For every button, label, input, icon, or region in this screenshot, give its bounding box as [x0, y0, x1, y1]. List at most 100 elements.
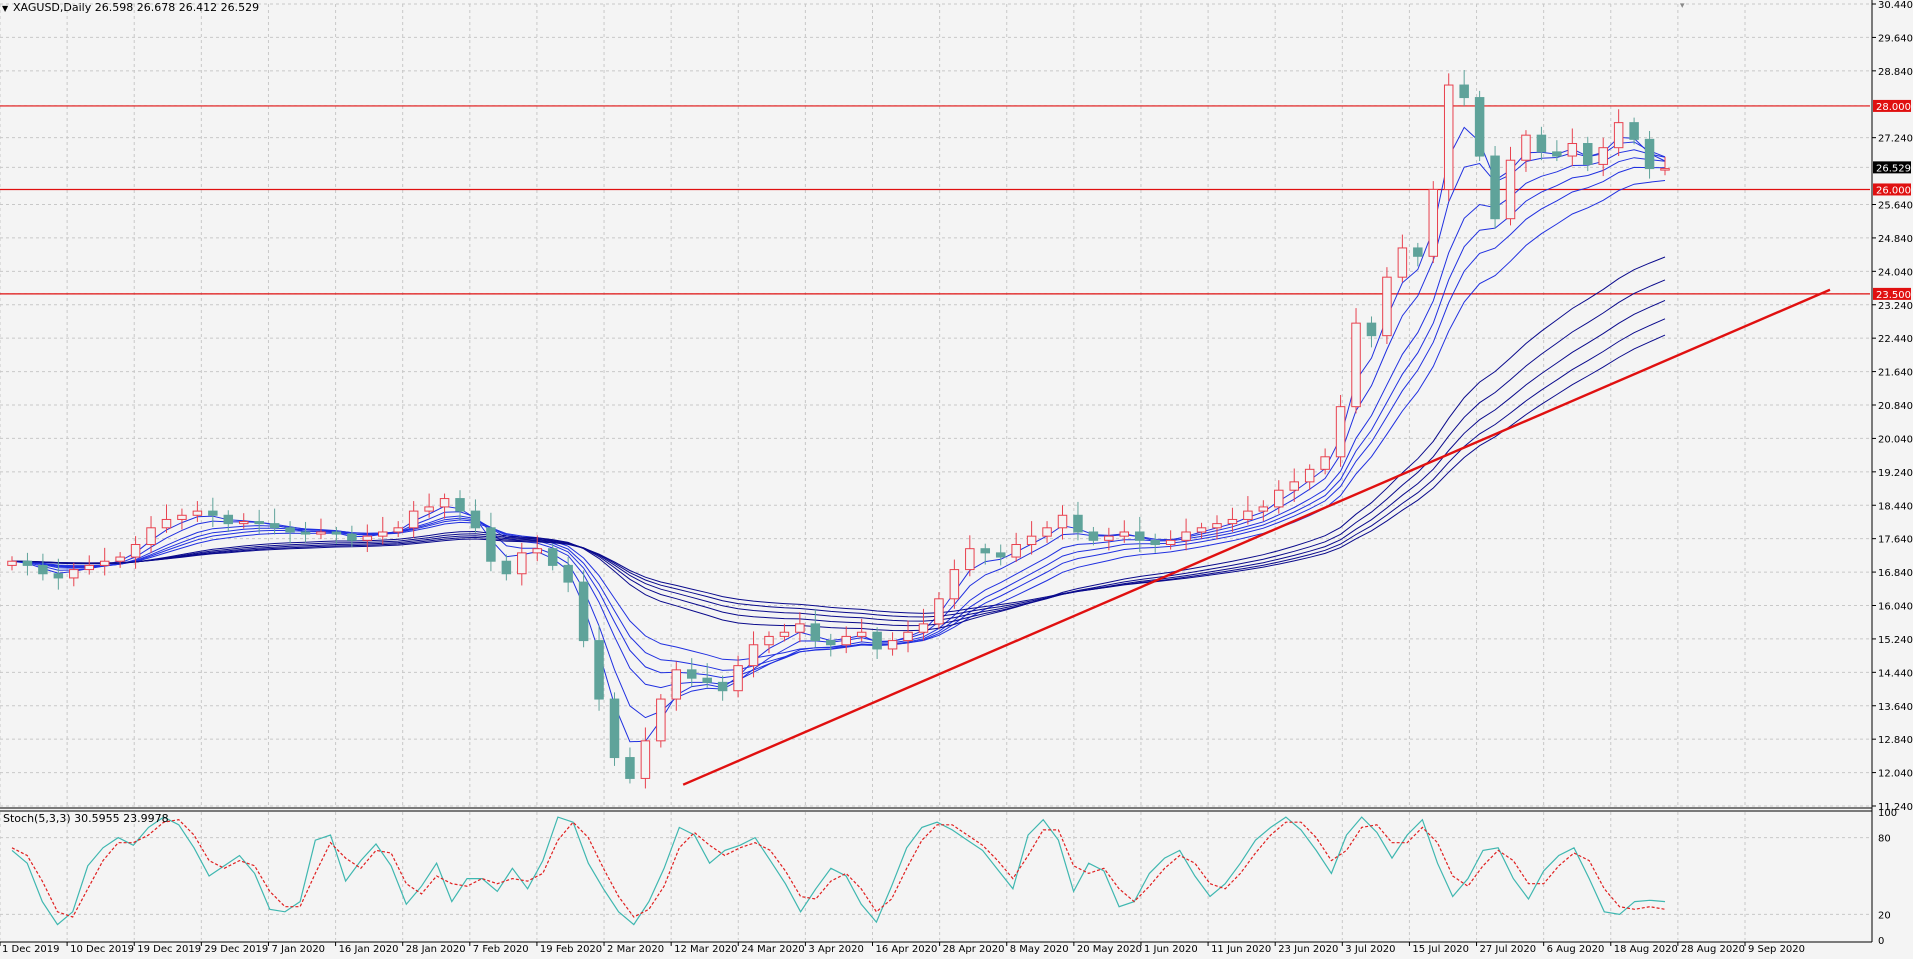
horizontal-levels[interactable] — [0, 105, 1870, 295]
candle-body — [872, 631, 882, 650]
candle-body — [609, 698, 620, 759]
candle-body — [1320, 456, 1330, 470]
candle-body — [238, 521, 249, 525]
candle-body — [130, 544, 141, 558]
candle-body — [254, 521, 264, 525]
candle-body — [1274, 489, 1284, 508]
candle-body — [764, 635, 774, 646]
ma-line — [11, 256, 1666, 632]
candle-body — [1629, 122, 1639, 140]
candle-body — [378, 531, 388, 537]
date-axis-ticks: 1 Dec 2019 10 Dec 2019 19 Dec 2019 29 Dec 2… — [0, 942, 1805, 955]
candle-body — [347, 533, 357, 541]
date-tick-label: 10 Dec 2019 — [70, 944, 134, 955]
candle-body — [1212, 523, 1222, 529]
level-tag — [1873, 99, 1911, 112]
candle-body — [53, 573, 64, 579]
candle-body — [408, 510, 419, 529]
price-axis-ticks: 30.440 29.640 28.840 27.240 25.640 24.840 24.0… — [1872, 0, 1913, 813]
candle-body — [1459, 84, 1469, 99]
date-tick-label: 3 Apr 2020 — [808, 944, 863, 955]
date-tick-label: 2 Mar 2020 — [607, 944, 664, 955]
candle-body — [115, 556, 125, 562]
candle-body — [1073, 514, 1083, 533]
stoch-signal-line — [11, 819, 1666, 918]
ma-line — [11, 279, 1666, 627]
candle-body — [918, 623, 929, 633]
price-tick-label: 24.040 — [1878, 267, 1913, 278]
stoch-tick-label: 0 — [1878, 936, 1884, 947]
date-tick-label: 24 Mar 2020 — [741, 944, 804, 955]
date-tick-label: 19 Dec 2019 — [137, 944, 201, 955]
last-price-tag: 26.529 — [1873, 161, 1911, 174]
candle-body — [995, 552, 1006, 558]
price-tick-label: 12.840 — [1878, 735, 1913, 746]
scroll-marker-icon: ▾ — [1680, 1, 1685, 11]
candle-body — [1150, 539, 1160, 546]
candle-body — [1613, 122, 1624, 149]
date-tick-label: 16 Jan 2020 — [339, 944, 399, 955]
candle-body — [1443, 84, 1454, 190]
candle-body — [1598, 147, 1608, 165]
candle-body — [949, 569, 960, 600]
candle-body — [795, 623, 805, 633]
candle-body — [208, 510, 218, 516]
ma-line — [11, 149, 1666, 689]
candle-body — [779, 631, 790, 637]
price-tick-label: 15.240 — [1878, 635, 1913, 646]
stoch-lines — [11, 816, 1666, 926]
candle-body — [1474, 97, 1485, 157]
price-tick-label: 17.640 — [1878, 535, 1913, 546]
candle-body — [1366, 322, 1377, 337]
price-tick-label: 16.840 — [1878, 568, 1913, 579]
candle-body — [903, 631, 913, 642]
stoch-header: Stoch(5,3,3) 30.5955 23.9978 — [3, 812, 169, 825]
date-tick-label: 9 Sep 2020 — [1748, 944, 1805, 955]
last-price-text: 26.529 — [1876, 163, 1911, 174]
candle-body — [501, 560, 512, 575]
price-tick-label: 22.440 — [1878, 334, 1913, 345]
ma-line — [11, 141, 1666, 719]
last-price-box — [1873, 161, 1911, 174]
candle-body — [1428, 188, 1439, 257]
price-tick-label: 23.240 — [1878, 301, 1913, 312]
price-tick-label: 27.240 — [1878, 134, 1913, 145]
candle-body — [1165, 539, 1176, 546]
date-tick-label: 7 Jan 2020 — [271, 944, 325, 955]
candle-body — [1227, 518, 1238, 525]
candle-body — [69, 569, 79, 579]
date-tick-label: 29 Dec 2019 — [204, 944, 268, 955]
candle-body — [1026, 535, 1037, 546]
candle-body — [1351, 322, 1361, 408]
level-tag — [1873, 287, 1911, 300]
date-tick-label: 8 May 2020 — [1010, 944, 1069, 955]
candle-body — [640, 740, 651, 779]
candle-body — [887, 640, 898, 650]
ma-line — [11, 299, 1666, 622]
candle-body — [1644, 138, 1655, 170]
candle-body — [486, 527, 496, 562]
price-grid — [0, 3, 1870, 807]
price-tick-label: 12.040 — [1878, 769, 1913, 780]
candle-body — [1413, 247, 1423, 257]
candle-body — [1505, 159, 1516, 220]
candle-body — [532, 548, 543, 554]
candle-body — [285, 527, 295, 533]
candle-body — [146, 527, 156, 546]
candle-body — [1196, 527, 1207, 533]
stoch-tick-label: 100 — [1878, 808, 1897, 819]
trendline-line[interactable] — [682, 288, 1831, 786]
candle-body — [22, 560, 33, 566]
candle-body — [1583, 143, 1593, 165]
candle-body — [934, 598, 944, 625]
dropdown-triangle-icon[interactable]: ▼ — [2, 4, 9, 13]
candle-body — [563, 564, 573, 583]
trendline[interactable] — [682, 288, 1831, 786]
candle-body — [1536, 134, 1547, 153]
price-tick-label: 24.840 — [1878, 234, 1913, 245]
price-tick-label: 16.040 — [1878, 602, 1913, 613]
level-labels: 28.000 26.000 23.500 — [1873, 99, 1911, 301]
price-tick-label: 19.240 — [1878, 468, 1913, 479]
candle-body — [656, 698, 666, 742]
